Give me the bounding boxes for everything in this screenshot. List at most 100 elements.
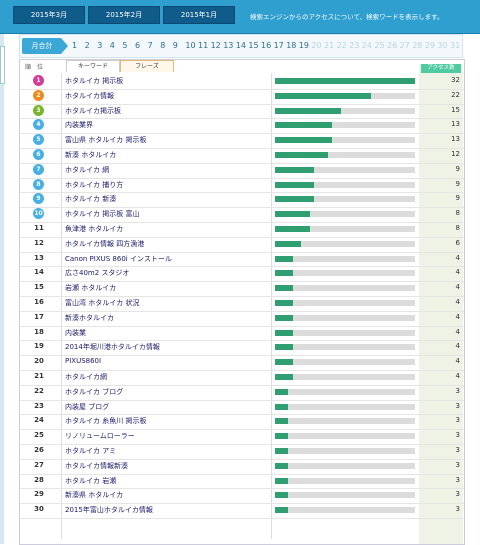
phrase-link[interactable]: ホタルイカ 掲示板 富山 bbox=[65, 210, 140, 219]
phrase-link[interactable]: ホタルイカ 捕り方 bbox=[65, 180, 124, 189]
phrase-link[interactable]: ホタルイカ網 bbox=[65, 373, 107, 381]
day-link-21[interactable]: 21 bbox=[324, 41, 335, 50]
count-bar-track bbox=[275, 270, 415, 277]
access-count: 4 bbox=[455, 357, 460, 366]
rank-number: 14 bbox=[34, 268, 44, 277]
access-count: 4 bbox=[455, 372, 460, 380]
table-row: 15 岩瀬 ホタルイカ 4 bbox=[20, 281, 464, 297]
rank-number: 30 bbox=[34, 505, 44, 514]
count-bar-track bbox=[275, 314, 415, 321]
phrase-link[interactable]: 2014年堀川港ホタルイカ情報 bbox=[65, 343, 160, 352]
day-link-27[interactable]: 27 bbox=[399, 41, 410, 50]
phrase-link[interactable]: ホタルイカ情報 四方漁港 bbox=[65, 239, 145, 248]
rank-number: 13 bbox=[34, 253, 44, 262]
day-link-22[interactable]: 22 bbox=[336, 41, 347, 50]
phrase-link[interactable]: 富山県 ホタルイカ 掲示板 bbox=[65, 136, 147, 145]
access-count: 8 bbox=[455, 209, 460, 218]
day-link-31[interactable]: 31 bbox=[450, 41, 461, 50]
phrase-link[interactable]: 富山湾 ホタルイカ 状況 bbox=[65, 299, 140, 307]
phrase-link[interactable]: リノリュームローラー bbox=[65, 432, 135, 441]
phrase-link[interactable]: ホタルイカ情報新湊 bbox=[65, 461, 128, 470]
day-link-7[interactable]: 7 bbox=[147, 41, 153, 50]
phrase-link[interactable]: ホタルイカ 掲示板 bbox=[65, 77, 124, 85]
count-bar-fill bbox=[275, 433, 289, 440]
access-count-header: アクセス数 bbox=[421, 64, 461, 73]
count-bar-track bbox=[275, 388, 415, 395]
phrase-link[interactable]: 内装屋 ブログ bbox=[65, 402, 110, 411]
phrase-link[interactable]: 広さ40m2 スタジオ bbox=[65, 269, 130, 278]
phrase-link[interactable]: ホタルイカ 岩瀬 bbox=[65, 476, 117, 485]
phrase-link[interactable]: ホタルイカ情報 bbox=[65, 91, 114, 100]
access-count: 3 bbox=[455, 446, 460, 454]
month-tab-2015-02[interactable]: 2015年2月 bbox=[88, 6, 160, 24]
phrase-link[interactable]: ホタルイカ アミ bbox=[65, 447, 117, 455]
phrase-link[interactable]: 新湊県 ホタルイカ bbox=[65, 491, 124, 500]
day-link-28[interactable]: 28 bbox=[412, 41, 423, 50]
phrase-link[interactable]: 新湊 ホタルイカ bbox=[65, 151, 117, 159]
day-link-14[interactable]: 14 bbox=[235, 41, 246, 50]
phrase-link[interactable]: 魚津港 ホタルイカ bbox=[65, 225, 124, 233]
phrase-link[interactable]: Canon PIXUS 860i インストール bbox=[65, 254, 172, 263]
phrase-link[interactable]: ホタルイカ 新湊 bbox=[65, 195, 117, 204]
count-bar-track bbox=[275, 137, 415, 144]
day-link-10[interactable]: 10 bbox=[185, 41, 196, 50]
count-bar-fill bbox=[275, 196, 315, 203]
day-link-25[interactable]: 25 bbox=[374, 41, 385, 50]
count-bar-track bbox=[275, 196, 415, 203]
access-count: 4 bbox=[455, 312, 460, 321]
day-link-13[interactable]: 13 bbox=[223, 41, 234, 50]
day-link-2[interactable]: 2 bbox=[84, 41, 90, 50]
day-link-17[interactable]: 17 bbox=[273, 41, 284, 50]
phrase-link[interactable]: ホタルイカ ブログ bbox=[65, 387, 124, 396]
phrase-link[interactable]: 新湊ホタルイカ bbox=[65, 313, 114, 322]
table-row: 19 2014年堀川港ホタルイカ情報 4 bbox=[20, 340, 464, 357]
phrase-link[interactable]: 内装業界 bbox=[65, 121, 93, 130]
day-link-5[interactable]: 5 bbox=[122, 41, 128, 50]
table-row: 16 富山湾 ホタルイカ 状況 4 bbox=[20, 296, 464, 312]
day-link-12[interactable]: 12 bbox=[210, 41, 221, 50]
day-link-19[interactable]: 19 bbox=[298, 41, 309, 50]
rank-number: 24 bbox=[34, 416, 44, 425]
day-link-4[interactable]: 4 bbox=[109, 41, 115, 50]
phrase-link[interactable]: ホタルイカ掲示板 bbox=[65, 106, 121, 115]
day-link-26[interactable]: 26 bbox=[387, 41, 398, 50]
table-row: 13 Canon PIXUS 860i インストール 4 bbox=[20, 252, 464, 268]
day-link-3[interactable]: 3 bbox=[97, 41, 103, 50]
day-link-20[interactable]: 20 bbox=[311, 41, 322, 50]
rank-number: 28 bbox=[34, 475, 44, 484]
day-link-23[interactable]: 23 bbox=[349, 41, 360, 50]
phrase-link[interactable]: 岩瀬 ホタルイカ bbox=[65, 284, 117, 293]
day-link-9[interactable]: 9 bbox=[172, 41, 178, 50]
day-link-24[interactable]: 24 bbox=[361, 41, 372, 50]
count-bar-track bbox=[275, 374, 415, 380]
table-row: 27 ホタルイカ情報新湊 3 bbox=[20, 459, 464, 475]
day-link-6[interactable]: 6 bbox=[135, 41, 141, 50]
day-link-16[interactable]: 16 bbox=[261, 41, 272, 50]
phrase-link[interactable]: ホタルイカ 糸魚川 掲示板 bbox=[65, 417, 147, 426]
count-bar-track bbox=[275, 226, 415, 232]
phrase-link[interactable]: 内装業 bbox=[65, 328, 86, 337]
tab-keyword[interactable]: キーワード bbox=[66, 60, 120, 72]
phrase-link[interactable]: ホタルイカ 網 bbox=[65, 165, 110, 174]
count-bar-track bbox=[275, 255, 415, 262]
tab-phrase[interactable]: フレーズ bbox=[120, 60, 174, 72]
rank-number: 22 bbox=[34, 386, 44, 395]
day-link-29[interactable]: 29 bbox=[424, 41, 435, 50]
table-row: 23 内装屋 ブログ 3 bbox=[20, 400, 464, 416]
day-link-8[interactable]: 8 bbox=[160, 41, 166, 50]
top-bar: 2015年3月 2015年2月 2015年1月 検索エンジンからのアクセスについ… bbox=[0, 0, 480, 34]
count-bar-track bbox=[275, 359, 415, 366]
monthly-total-tab[interactable]: 月合計 bbox=[22, 38, 62, 54]
table-row: 4 内装業界 13 bbox=[20, 118, 464, 135]
month-tab-2015-03[interactable]: 2015年3月 bbox=[13, 6, 85, 24]
month-tab-2015-01[interactable]: 2015年1月 bbox=[163, 6, 235, 24]
day-link-30[interactable]: 30 bbox=[437, 41, 448, 50]
day-link-11[interactable]: 11 bbox=[198, 41, 209, 50]
phrase-link[interactable]: PIXUS860I bbox=[65, 357, 102, 366]
phrase-link[interactable]: 2015年富山ホタルイカ情報 bbox=[65, 506, 153, 515]
rank-badge-icon: 3 bbox=[33, 104, 44, 116]
day-link-15[interactable]: 15 bbox=[248, 41, 259, 50]
rank-number: 15 bbox=[34, 283, 44, 292]
day-link-1[interactable]: 1 bbox=[72, 41, 78, 50]
day-link-18[interactable]: 18 bbox=[286, 41, 297, 50]
